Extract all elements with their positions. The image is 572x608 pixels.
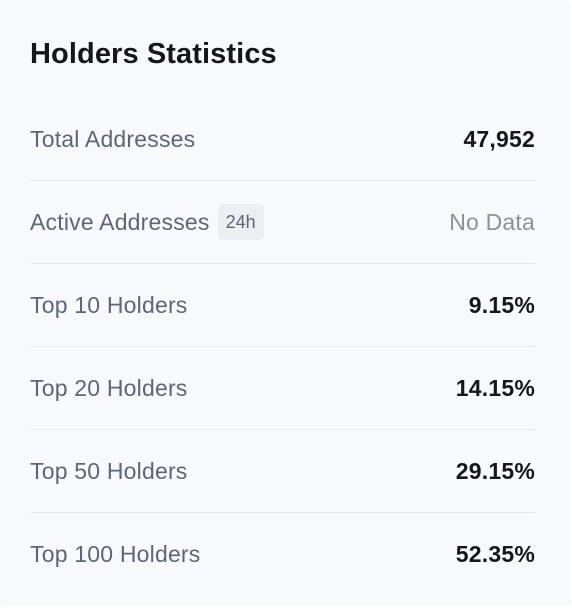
stat-value: 9.15% — [468, 291, 535, 318]
stat-value: 47,952 — [463, 125, 535, 152]
stat-value: No Data — [449, 208, 535, 235]
stat-row-active-addresses: Active Addresses 24h No Data — [30, 181, 535, 264]
stat-value: 52.35% — [455, 541, 535, 567]
stat-row-top-50-holders: Top 50 Holders 29.15% — [30, 430, 535, 513]
statistics-list: Total Addresses 47,952 Active Addresses … — [30, 98, 535, 596]
stat-label: Top 50 Holders — [30, 457, 188, 484]
stat-label: Active Addresses — [30, 208, 210, 235]
stat-value: 14.15% — [455, 374, 535, 401]
stat-row-top-100-holders: Top 100 Holders 52.35% — [30, 513, 535, 596]
stat-row-top-10-holders: Top 10 Holders 9.15% — [30, 264, 535, 347]
stat-label: Top 10 Holders — [30, 291, 188, 318]
timeframe-badge: 24h — [217, 204, 264, 240]
stat-value: 29.15% — [455, 457, 535, 484]
stat-row-total-addresses: Total Addresses 47,952 — [30, 98, 535, 181]
stat-label: Total Addresses — [30, 125, 196, 152]
stat-row-top-20-holders: Top 20 Holders 14.15% — [30, 347, 535, 430]
stat-label-group: Active Addresses 24h — [30, 204, 264, 240]
stat-label: Top 20 Holders — [30, 374, 188, 401]
stat-label: Top 100 Holders — [30, 541, 201, 567]
card-title: Holders Statistics — [30, 38, 277, 70]
